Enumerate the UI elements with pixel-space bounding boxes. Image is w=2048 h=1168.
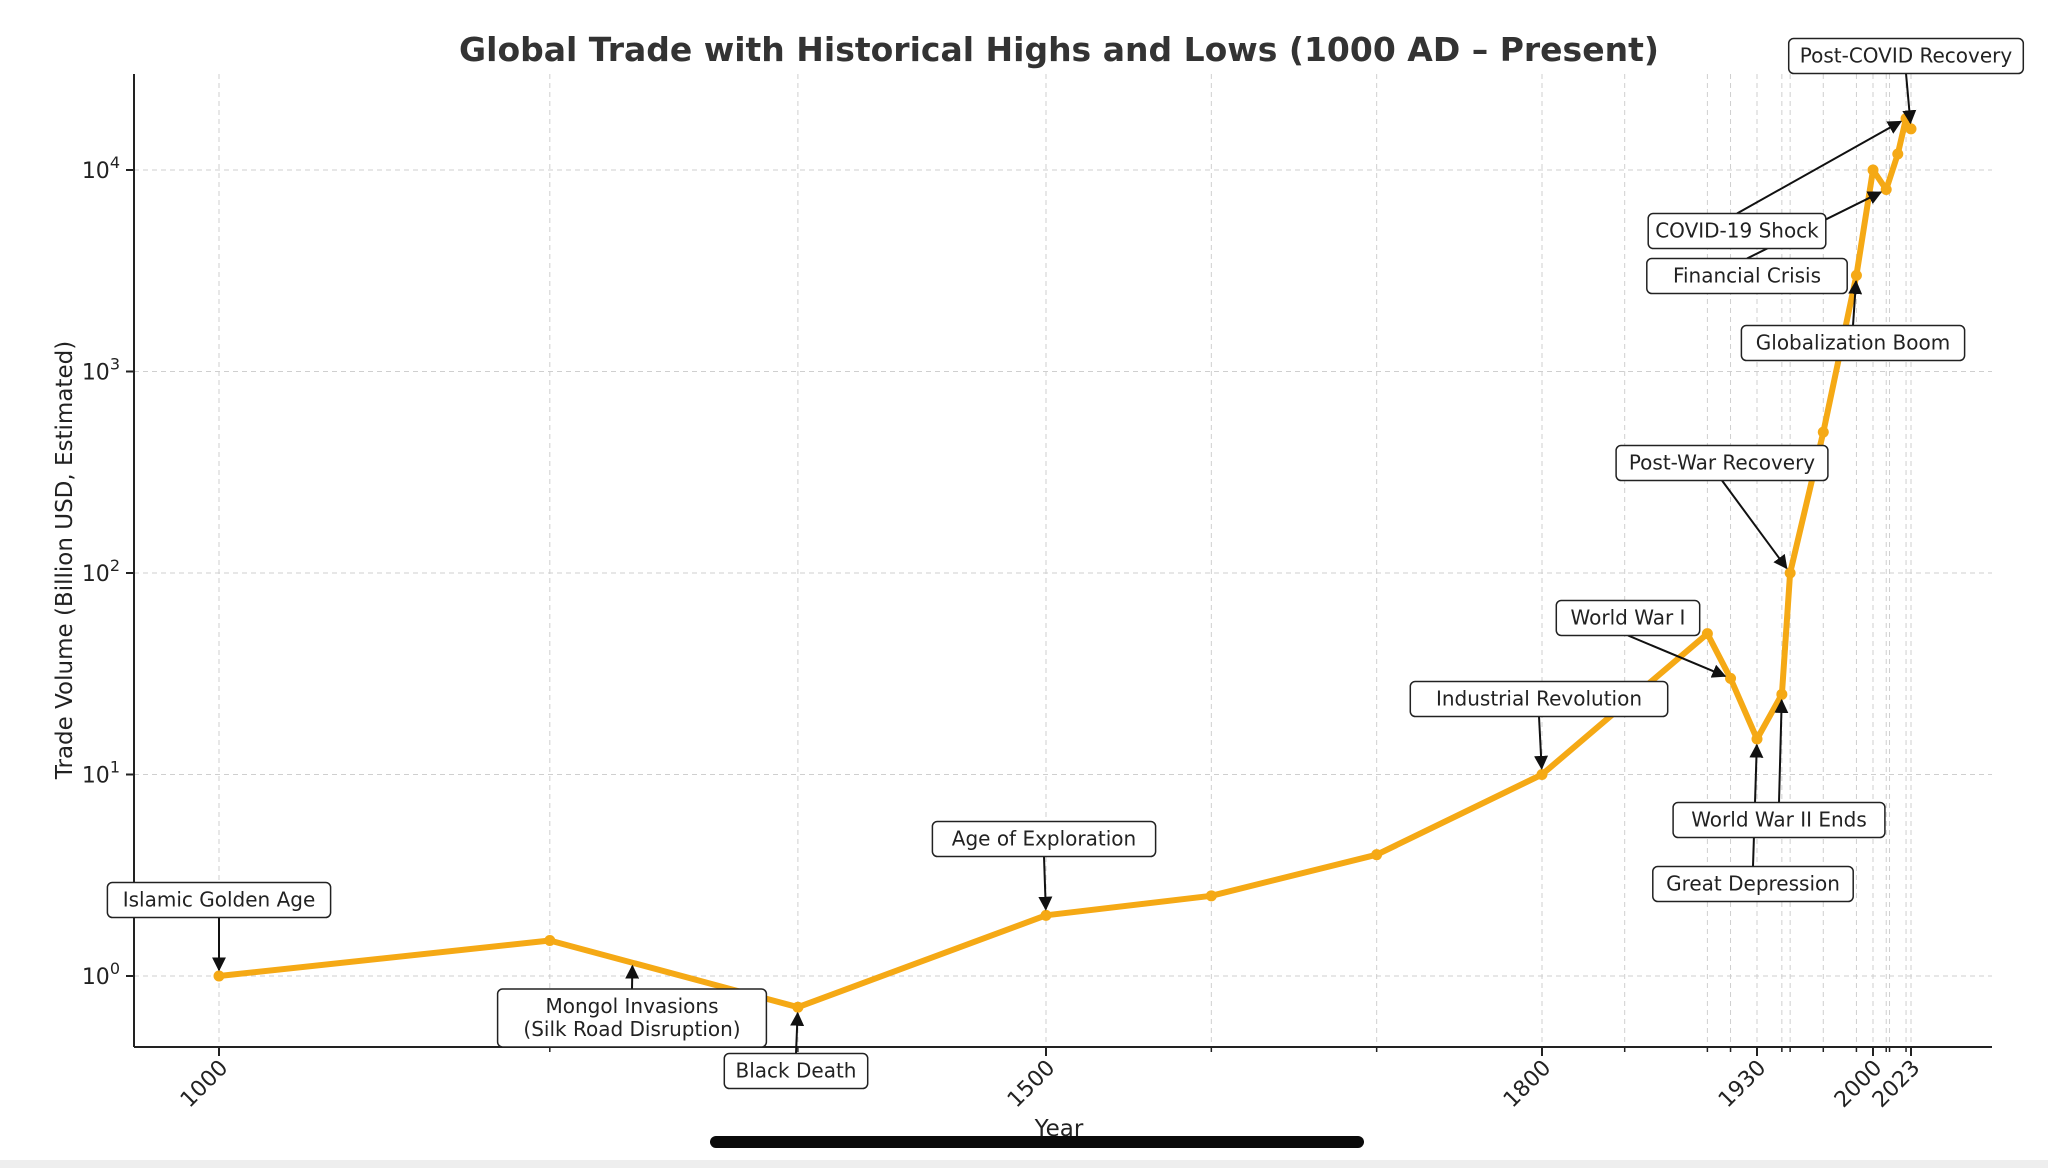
data-point [1850, 269, 1862, 281]
annotation-arrow [1848, 279, 1863, 326]
annotation-label: Mongol Invasions [546, 994, 719, 1018]
data-point [1751, 733, 1763, 745]
annotation-label: COVID-19 Shock [1655, 219, 1819, 243]
annotation: Black Death [723, 1011, 869, 1090]
annotation-label: Great Depression [1666, 872, 1840, 896]
annotation-box [1646, 257, 1848, 295]
y-tick-label: 100 [82, 959, 120, 990]
y-tick-label: 103 [82, 355, 120, 386]
data-point [792, 1001, 804, 1013]
annotation-arrow [790, 1011, 805, 1054]
data-point [1205, 890, 1217, 902]
y-axis-ticks: 100 101 102 103 104 [82, 153, 134, 990]
data-point [1892, 148, 1904, 160]
data-point [544, 935, 556, 947]
data-point [1040, 909, 1052, 921]
annotation: Age of Exploration [931, 820, 1157, 911]
data-point [1784, 567, 1796, 579]
data-point [1371, 849, 1383, 861]
chart-title: Global Trade with Historical Highs and L… [459, 30, 1659, 69]
annotation-label: World War I [1571, 606, 1686, 630]
data-point [1725, 672, 1737, 684]
annotation: World War II Ends [1672, 698, 1886, 839]
annotation-arrow [1534, 716, 1549, 770]
data-point [1880, 184, 1892, 196]
annotation: Great Depression [1652, 743, 1854, 903]
data-point [1905, 123, 1917, 135]
annotation-label: Black Death [736, 1059, 857, 1083]
annotation-label: Age of Exploration [952, 827, 1136, 851]
annotation-label: Industrial Revolution [1436, 687, 1642, 711]
annotation-label: Post-War Recovery [1629, 451, 1815, 475]
annotation-box [1647, 212, 1827, 250]
annotation-arrow [1627, 634, 1727, 678]
annotation: Post-War Recovery [1615, 444, 1829, 570]
annotation-box [1787, 37, 2025, 75]
annotation: COVID-19 Shock [1647, 120, 1903, 250]
annotation-box [723, 1052, 869, 1090]
annotation: Mongol Invasions(Silk Road Disruption) [496, 964, 768, 1048]
data-point [1701, 628, 1713, 640]
annotation: Post-COVID Recovery [1787, 37, 2025, 125]
annotation-box [1555, 599, 1701, 637]
annotation-label: (Silk Road Disruption) [523, 1017, 740, 1041]
annotation-label: Financial Crisis [1673, 264, 1821, 288]
annotation-box [931, 820, 1157, 858]
data-point [1867, 164, 1879, 176]
annotation-box [496, 988, 768, 1048]
data-point [1536, 769, 1548, 780]
y-tick-label: 104 [82, 153, 120, 184]
annotation-box [1615, 444, 1829, 482]
y-tick-label: 101 [82, 758, 120, 789]
annotation: Globalization Boom [1740, 279, 1966, 362]
annotation-box [1740, 324, 1966, 362]
x-tick-label: 1000 [176, 1056, 233, 1113]
x-tick-label: 1800 [1499, 1056, 1556, 1113]
bottom-strip [0, 1160, 2048, 1168]
annotation-label: World War II Ends [1691, 808, 1867, 832]
y-axis-label: Trade Volume (Billion USD, Estimated) [52, 341, 78, 780]
home-indicator [710, 1136, 1364, 1148]
data-point [1776, 688, 1788, 700]
annotation-box [106, 881, 332, 919]
data-point [1817, 426, 1829, 438]
annotation-arrow [1774, 698, 1789, 803]
y-tick-label: 102 [82, 556, 120, 587]
annotation-arrow [1736, 120, 1903, 215]
x-tick-label: 1500 [1003, 1056, 1060, 1113]
data-point [213, 970, 225, 982]
annotations: Islamic Golden Age Mongol Invasions(Silk … [106, 37, 2025, 1090]
annotation-box [1672, 801, 1886, 839]
annotation-label: Post-COVID Recovery [1800, 44, 2013, 68]
annotation-arrow [1038, 856, 1053, 911]
annotation-box [1652, 865, 1854, 903]
annotation: Islamic Golden Age [106, 881, 332, 972]
annotation-arrow [1721, 479, 1788, 570]
annotation-label: Globalization Boom [1756, 331, 1950, 355]
annotation-arrow [1902, 73, 1917, 125]
annotation-label: Islamic Golden Age [123, 888, 316, 912]
annotation: Industrial Revolution [1409, 680, 1669, 770]
annotation-box [1409, 680, 1669, 718]
x-tick-label: 1930 [1714, 1056, 1771, 1113]
annotation: World War I [1555, 599, 1727, 678]
